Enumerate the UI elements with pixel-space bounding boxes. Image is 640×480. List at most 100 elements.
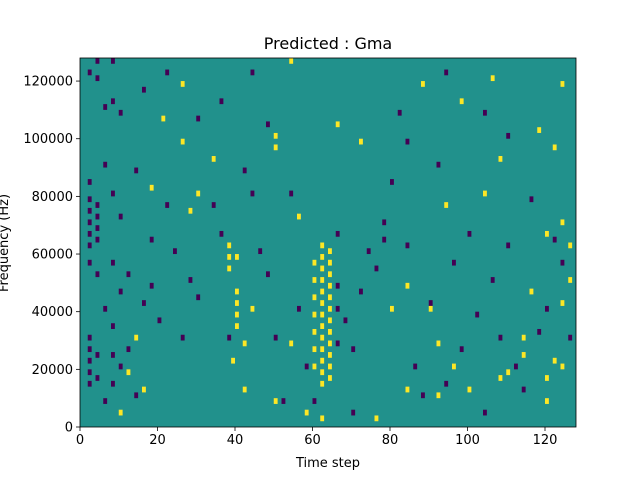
heatmap-cell-high	[545, 230, 549, 237]
heatmap-cell-high	[235, 254, 239, 260]
heatmap-cell-high	[227, 265, 232, 272]
heatmap-cell-low	[126, 346, 131, 353]
heatmap-cell-high	[231, 357, 235, 364]
heatmap-background	[80, 58, 576, 427]
heatmap-cell-low	[405, 242, 410, 249]
y-tick-label: 0	[65, 421, 73, 436]
heatmap-cell-low	[196, 294, 201, 301]
heatmap-cell-high	[560, 363, 565, 370]
heatmap-cell-low	[188, 277, 193, 283]
heatmap-cell-low	[560, 259, 565, 266]
heatmap-cell-high	[273, 398, 278, 404]
heatmap-cell-low	[390, 179, 394, 185]
heatmap-cell-high	[289, 340, 294, 347]
heatmap-cell-high	[134, 334, 139, 341]
y-axis: 0 20000 40000 60000 80000 100000 120000	[23, 75, 80, 436]
heatmap-cell-low	[537, 328, 542, 335]
heatmap-cell-low	[111, 98, 115, 105]
heatmap-cell-low	[87, 380, 92, 387]
heatmap-cell-low	[157, 317, 162, 324]
heatmap-cell-high	[180, 81, 185, 87]
heatmap-cell-low	[444, 380, 449, 387]
heatmap-cell-high	[335, 121, 340, 128]
plot-frame	[79, 57, 577, 428]
heatmap-cell-high	[444, 202, 449, 208]
heatmap-cell-high	[421, 81, 425, 87]
heatmap-cell-low	[242, 167, 247, 174]
heatmap-cell-high	[328, 340, 332, 347]
heatmap-cell-high	[312, 277, 317, 283]
heatmap-cell-low	[111, 190, 115, 197]
heatmap-cell-low	[95, 271, 100, 278]
heatmap-cell-high	[142, 386, 146, 393]
heatmap-cell-high	[320, 415, 325, 422]
heatmap-cell-low	[103, 104, 108, 110]
heatmap-cell-low	[118, 288, 123, 295]
heatmap-cell-high	[560, 81, 565, 87]
chart-title: Predicted : Gma	[264, 34, 392, 53]
heatmap-cell-high	[304, 409, 309, 416]
heatmap-cell-high	[235, 311, 239, 318]
heatmap-cell-low	[343, 317, 348, 324]
heatmap-cell-low	[436, 161, 441, 168]
heatmap-cell-high	[126, 369, 131, 376]
heatmap-cell-high	[428, 305, 433, 312]
heatmap-cell-low	[552, 236, 557, 243]
heatmap-cell-high	[242, 340, 247, 347]
x-tick-label: 60	[304, 433, 321, 448]
heatmap-cell-low	[506, 242, 511, 249]
heatmap-cell-low	[335, 340, 340, 347]
heatmap-cell-low	[87, 179, 92, 185]
heatmap-cell-low	[382, 236, 387, 243]
y-tick-label: 100000	[23, 132, 73, 147]
heatmap-cell-low	[87, 230, 92, 237]
heatmap-cell-low	[95, 375, 100, 381]
heatmap-cell-high	[312, 311, 317, 318]
heatmap-cell-low	[459, 346, 464, 353]
y-tick-label: 20000	[32, 363, 73, 378]
heatmap-cell-high	[312, 346, 317, 353]
heatmap-cell-low	[219, 98, 224, 105]
heatmap-cell-low	[413, 363, 418, 370]
heatmap-cell-high	[211, 156, 216, 162]
heatmap-cell-high	[328, 305, 332, 312]
heatmap-cell-high	[545, 398, 549, 404]
heatmap-cell-high	[227, 254, 232, 260]
heatmap-cell-low	[95, 75, 100, 82]
x-tick-label: 80	[382, 433, 399, 448]
x-tick-label: 120	[533, 433, 558, 448]
heatmap-cell-low	[103, 161, 108, 168]
heatmap-cell-high	[521, 352, 526, 358]
heatmap-cell-low	[118, 213, 123, 220]
heatmap-cell-low	[165, 202, 170, 208]
heatmap-cell-high	[297, 213, 301, 220]
heatmap-cell-low	[142, 86, 146, 93]
heatmap-cell-low	[103, 398, 108, 404]
heatmap-cell-low	[421, 392, 425, 399]
heatmap-cell-low	[211, 202, 216, 208]
heatmap-cell-high	[545, 375, 549, 381]
heatmap-cell-low	[467, 230, 472, 237]
heatmap-cell-low	[452, 259, 456, 266]
heatmap-cell-high	[467, 386, 472, 393]
heatmap-cell-low	[568, 334, 573, 341]
heatmap-cell-high	[560, 219, 565, 226]
heatmap-cell-high	[312, 294, 317, 301]
heatmap-cell-low	[87, 69, 92, 76]
heatmap-cell-high	[328, 259, 332, 266]
heatmap-cell-high	[328, 352, 332, 358]
heatmap-cell-low	[397, 109, 402, 116]
heatmap-cell-low	[273, 334, 278, 341]
heatmap-cell-low	[87, 207, 92, 214]
heatmap-cell-low	[335, 282, 340, 289]
heatmap-cell-high	[235, 288, 239, 295]
heatmap-cell-high	[405, 386, 410, 393]
heatmap-cell-low	[87, 369, 92, 376]
heatmap-cell-low	[227, 334, 232, 341]
heatmap-cell-high	[227, 242, 232, 249]
heatmap-cell-low	[118, 363, 123, 370]
heatmap-cell-low	[134, 167, 139, 174]
heatmap-cell-high	[320, 265, 325, 272]
heatmap-cell-high	[328, 328, 332, 335]
heatmap-cell-high	[273, 132, 278, 139]
